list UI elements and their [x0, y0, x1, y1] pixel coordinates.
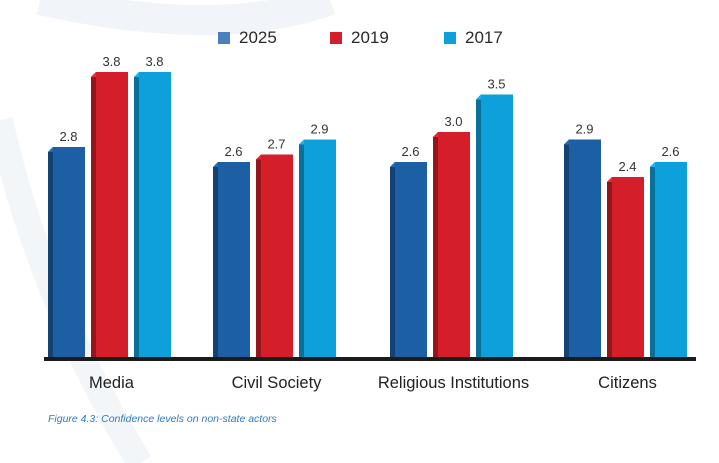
bar-2017-civil-society: [299, 139, 336, 357]
bar-front: [438, 132, 470, 357]
bar-2025-civil-society: [213, 162, 250, 357]
bar-2019-civil-society: [256, 154, 293, 357]
legend-label-2017: 2017: [465, 28, 503, 47]
bar-side: [433, 132, 438, 357]
bar-front: [655, 162, 687, 357]
bar-side: [564, 139, 569, 357]
bar-2019-media: [91, 72, 128, 357]
bar-2019-religious-institutions: [433, 132, 470, 357]
legend: 2025 2019 2017: [0, 28, 719, 52]
value-label: 3.8: [145, 54, 163, 69]
bar-side: [607, 177, 612, 357]
bar-front: [304, 139, 336, 357]
bar-front: [53, 147, 85, 357]
value-label: 3.8: [102, 54, 120, 69]
bar-front: [395, 162, 427, 357]
bar-front: [481, 94, 513, 357]
value-label: 2.4: [618, 159, 636, 174]
legend-label-2025: 2025: [239, 28, 277, 47]
bar-side: [476, 94, 481, 357]
bar-front: [612, 177, 644, 357]
bar-front: [261, 154, 293, 357]
value-label: 3.0: [444, 114, 462, 129]
value-label: 2.6: [224, 144, 242, 159]
category-label: Civil Society: [232, 374, 323, 392]
legend-item-2017: 2017: [444, 28, 503, 48]
legend-item-2025: 2025: [218, 28, 277, 48]
category-label: Media: [89, 374, 135, 392]
bar-side: [256, 154, 261, 357]
bar-side: [48, 147, 53, 357]
value-label: 2.9: [310, 122, 328, 137]
bar-2025-citizens: [564, 139, 601, 357]
bar-2025-media: [48, 147, 85, 357]
value-label: 2.7: [267, 137, 285, 152]
x-axis-baseline: [44, 357, 696, 361]
bar-side: [213, 162, 218, 357]
bar-2017-citizens: [650, 162, 687, 357]
figure-caption: Figure 4.3: Confidence levels on non-sta…: [48, 413, 277, 425]
bar-front: [96, 72, 128, 357]
value-label: 3.5: [487, 77, 505, 92]
bar-side: [299, 139, 304, 357]
bar-2017-media: [134, 72, 171, 357]
bar-side: [650, 162, 655, 357]
bar-2025-religious-institutions: [390, 162, 427, 357]
bar-2019-citizens: [607, 177, 644, 357]
bar-front: [218, 162, 250, 357]
value-label: 2.6: [661, 144, 679, 159]
bar-side: [91, 72, 96, 357]
legend-swatch-2017: [444, 32, 456, 44]
bar-side: [390, 162, 395, 357]
value-label: 2.8: [59, 129, 77, 144]
bar-2017-religious-institutions: [476, 94, 513, 357]
bar-front: [569, 139, 601, 357]
category-label: Citizens: [598, 374, 657, 392]
bar-front: [139, 72, 171, 357]
value-label: 2.6: [401, 144, 419, 159]
legend-swatch-2019: [330, 32, 342, 44]
category-label: Religious Institutions: [378, 374, 529, 392]
legend-swatch-2025: [218, 32, 230, 44]
legend-item-2019: 2019: [330, 28, 389, 48]
legend-label-2019: 2019: [351, 28, 389, 47]
bar-side: [134, 72, 139, 357]
value-label: 2.9: [575, 122, 593, 137]
